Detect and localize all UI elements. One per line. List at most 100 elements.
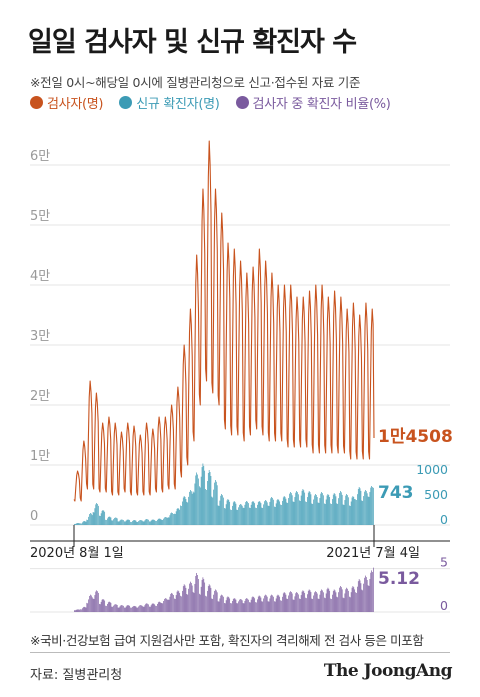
cases-bar: [356, 500, 357, 525]
ratio-bar: [291, 593, 293, 612]
cases-bar: [142, 521, 144, 525]
ratio-bar: [93, 599, 95, 612]
cases-bar: [119, 520, 121, 525]
ratio-bar: [132, 606, 133, 612]
ratio-bar: [193, 592, 195, 612]
ratio-bar: [271, 594, 272, 612]
legend-cases: 신규 확진자(명): [119, 93, 220, 112]
cases-bar: [113, 519, 114, 525]
ratio-bar: [80, 609, 81, 612]
cases-bar: [92, 512, 94, 525]
cases-bar: [172, 513, 173, 525]
ratio-bar: [203, 579, 205, 612]
cases-bar: [207, 481, 208, 525]
cases-bar: [155, 520, 156, 525]
cases-bar: [346, 494, 347, 525]
ratio-bar: [284, 592, 286, 612]
ratio-bar: [202, 577, 204, 612]
ratio-bar: [185, 587, 187, 612]
cases-bar: [286, 502, 288, 525]
cases-bar: [198, 478, 199, 525]
cases-bar: [153, 519, 155, 525]
ratio-bar: [140, 605, 141, 612]
ratio-bar: [209, 585, 211, 612]
ratio-bar: [230, 603, 231, 612]
cases-bar: [174, 513, 175, 525]
ratio-bar: [342, 597, 344, 612]
cases-bar: [209, 472, 211, 525]
ratio-bar: [299, 599, 301, 612]
ratio-bar: [186, 594, 188, 612]
cases-bar: [201, 467, 203, 525]
cases-bar: [99, 516, 101, 525]
ratio-bar: [297, 592, 298, 612]
ratio-bar: [140, 605, 142, 612]
ratio-bar: [207, 586, 209, 612]
ratio-bar: [137, 607, 139, 612]
ratio-bar: [190, 581, 191, 612]
cases-bar: [265, 500, 267, 525]
ratio-bar: [163, 600, 164, 612]
ratio-bar: [97, 591, 98, 612]
ratio-bar: [299, 598, 300, 612]
cases-bar: [273, 499, 274, 525]
ratio-bar: [238, 601, 239, 612]
ratio-bar: [357, 581, 359, 612]
ratio-bar: [188, 588, 189, 612]
ratio-bar: [192, 591, 194, 612]
cases-bar: [164, 517, 165, 525]
cases-bar: [168, 517, 170, 525]
cases-bar: [230, 509, 231, 525]
cases-bar: [249, 507, 250, 525]
ratio-bar: [147, 603, 148, 612]
ratio-bar: [115, 604, 116, 612]
ratio-bar: [296, 592, 297, 612]
ratio-bar: [134, 606, 136, 612]
ratio-bar: [319, 594, 321, 612]
ratio-bar: [326, 589, 328, 612]
cases-bar: [150, 520, 152, 525]
cases-bar: [298, 494, 299, 525]
ratio-bar: [76, 609, 78, 612]
cases-bar: [127, 519, 129, 525]
ratio-bar: [105, 605, 106, 612]
ratio-bar: [85, 607, 87, 612]
cases-tick-label: 500: [424, 487, 448, 502]
ratio-bar: [321, 589, 322, 612]
cases-bar: [257, 504, 258, 525]
cases-bar: [349, 505, 350, 525]
ratio-bar: [122, 605, 123, 612]
ratio-bar: [300, 595, 302, 612]
ratio-bar: [120, 605, 122, 612]
cases-bar: [370, 487, 372, 525]
cases-bar: [334, 494, 336, 525]
cases-bar: [309, 492, 311, 525]
cases-bar: [83, 521, 85, 525]
ratio-bar: [259, 596, 261, 612]
cases-bar: [359, 488, 361, 525]
ratio-bar: [356, 592, 357, 612]
cases-bar: [167, 517, 169, 525]
ratio-bar: [229, 598, 231, 612]
cases-bar: [75, 523, 77, 525]
cases-bar: [208, 470, 210, 525]
cases-bar: [116, 518, 118, 525]
ratio-bar: [240, 599, 241, 612]
ratio-bar: [187, 594, 189, 612]
ratio-bar: [107, 603, 108, 612]
cases-bar: [338, 498, 339, 525]
cases-bar: [368, 497, 370, 525]
cases-bar: [352, 496, 354, 525]
cases-bar: [293, 502, 295, 525]
ratio-bar: [290, 591, 292, 612]
ratio-bar: [250, 599, 252, 612]
ratio-bar: [174, 599, 176, 612]
tests-tick-label: 1만: [30, 449, 50, 464]
cases-bar: [335, 496, 337, 525]
ratio-bar: [253, 597, 255, 612]
ratio-bar: [142, 606, 144, 612]
ratio-bar: [100, 601, 102, 612]
ratio-bar: [243, 603, 245, 612]
cases-bar: [178, 508, 180, 525]
cases-bar: [284, 496, 286, 525]
